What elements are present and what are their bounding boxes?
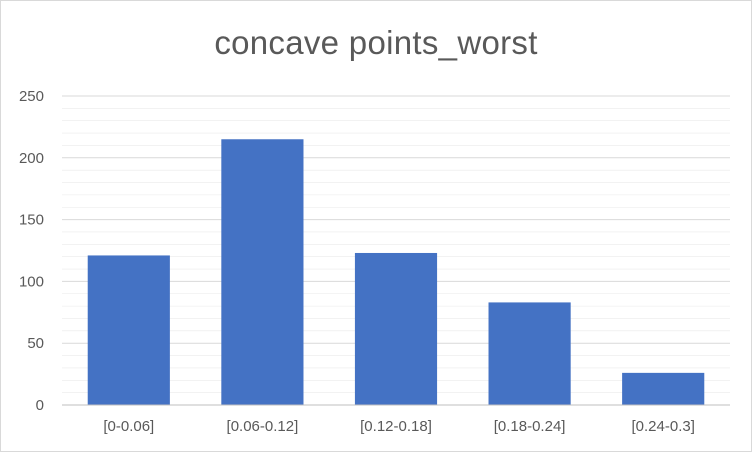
bar	[354, 252, 438, 405]
y-tick-label: 0	[36, 397, 44, 414]
x-tick-label: [0.24-0.3]	[632, 418, 695, 435]
y-tick-label: 150	[19, 212, 44, 229]
bar	[488, 302, 571, 405]
x-tick-label: [0.18-0.24]	[494, 418, 566, 435]
x-tick-label: [0-0.06]	[103, 418, 154, 435]
x-tick-label: [0.06-0.12]	[227, 418, 299, 435]
y-tick-label: 250	[19, 88, 44, 105]
bar	[622, 372, 705, 405]
x-tick-label: [0.12-0.18]	[360, 418, 432, 435]
bar	[221, 139, 304, 405]
y-tick-label: 200	[19, 150, 44, 167]
chart-title: concave points_worst	[214, 24, 538, 61]
y-tick-label: 100	[19, 273, 44, 290]
y-tick-label: 50	[27, 335, 44, 352]
bar	[87, 255, 170, 405]
